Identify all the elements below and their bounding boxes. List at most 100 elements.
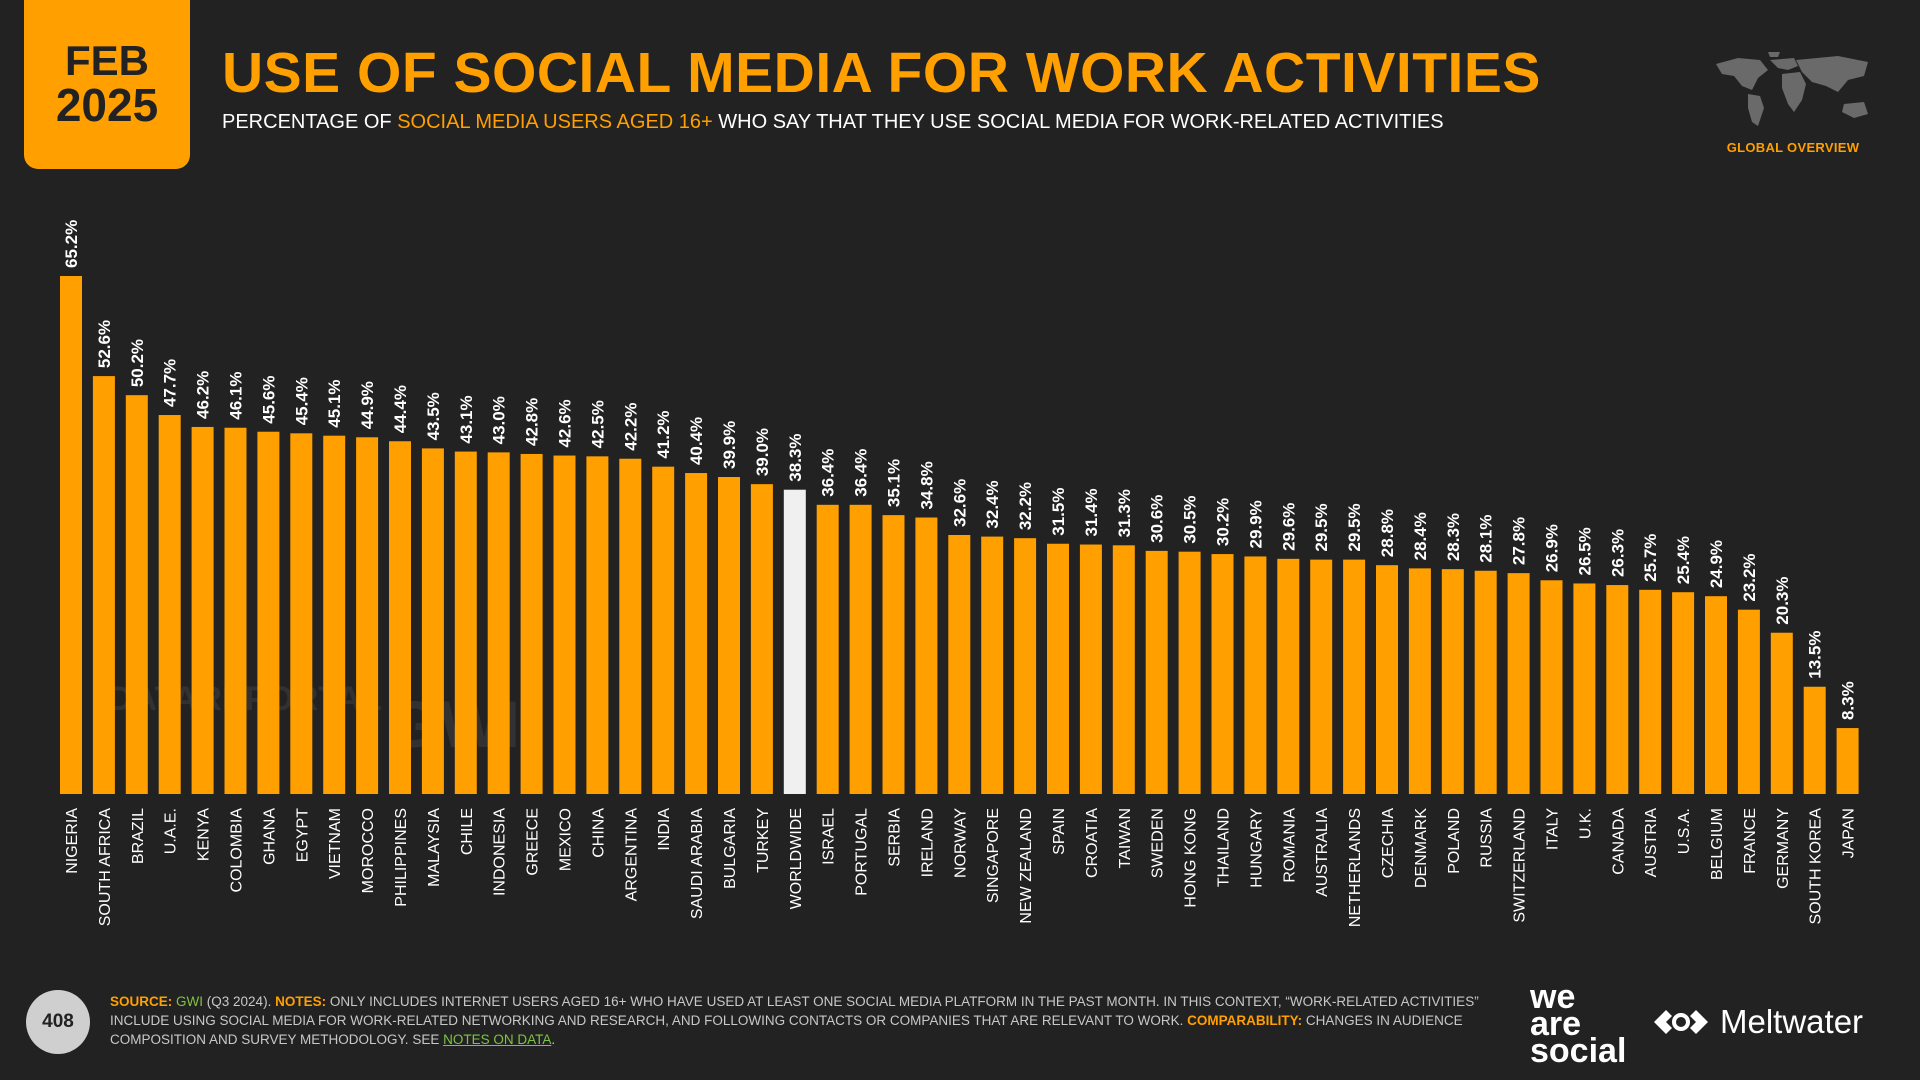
category-label: HONG KONG — [1183, 808, 1200, 908]
logo-we: we — [1530, 978, 1576, 1016]
bar-u-k- — [1573, 583, 1596, 794]
category-label: SWEDEN — [1150, 808, 1167, 878]
category-label: NORWAY — [952, 808, 969, 878]
subtitle-highlight: SOCIAL MEDIA USERS AGED 16+ — [397, 111, 713, 133]
bar-czechia — [1376, 565, 1398, 794]
badge-month: FEB — [65, 36, 149, 84]
bar-u-s-a- — [1672, 592, 1695, 794]
bar-china — [586, 456, 609, 794]
meltwater-logo: Meltwater — [1650, 1003, 1863, 1041]
bar-romania — [1277, 558, 1300, 794]
value-label: 31.5% — [1049, 488, 1068, 536]
notes-on-data-link[interactable]: NOTES ON DATA — [443, 1032, 552, 1047]
value-label: 25.4% — [1674, 536, 1693, 584]
category-label: PORTUGAL — [854, 808, 871, 896]
category-label: ITALY — [1545, 808, 1562, 850]
source-label: SOURCE: — [110, 994, 173, 1009]
category-label: RUSSIA — [1479, 808, 1496, 868]
bar-turkey — [750, 484, 773, 794]
category-label: U.A.E. — [163, 808, 180, 854]
value-label: 30.2% — [1214, 498, 1233, 546]
value-label: 43.1% — [457, 395, 476, 443]
notes-label: NOTES: — [275, 994, 327, 1009]
category-label: SAUDI ARABIA — [689, 808, 706, 919]
bar-hungary — [1244, 556, 1267, 794]
category-label: CZECHIA — [1380, 808, 1397, 879]
value-label: 27.8% — [1510, 517, 1529, 565]
category-label: PHILIPPINES — [393, 808, 410, 907]
bar-mexico — [553, 455, 576, 794]
value-label: 65.2% — [62, 220, 81, 268]
category-label: SOUTH KOREA — [1808, 808, 1825, 925]
comparability-label: COMPARABILITY: — [1187, 1013, 1303, 1028]
bar-hong-kong — [1178, 551, 1201, 794]
category-label: JAPAN — [1841, 808, 1858, 858]
category-label: NEW ZEALAND — [1018, 808, 1035, 924]
category-label: NIGERIA — [64, 808, 81, 874]
category-label: MEXICO — [558, 808, 575, 871]
bar-ireland — [915, 517, 938, 794]
value-label: 32.2% — [1016, 482, 1035, 530]
value-label: 50.2% — [128, 339, 147, 387]
value-label: 45.1% — [325, 379, 344, 427]
category-label: TURKEY — [755, 808, 772, 873]
value-label: 41.2% — [654, 410, 673, 458]
category-label: POLAND — [1446, 808, 1463, 874]
category-label: U.K. — [1577, 808, 1594, 839]
page-subtitle: PERCENTAGE OF SOCIAL MEDIA USERS AGED 16… — [222, 111, 1444, 134]
value-label: 35.1% — [885, 459, 904, 507]
category-label: INDIA — [656, 808, 673, 851]
value-label: 40.4% — [687, 417, 706, 465]
category-label: GERMANY — [1775, 808, 1792, 889]
value-label: 29.5% — [1312, 503, 1331, 551]
value-label: 36.4% — [852, 449, 871, 497]
value-label: 42.5% — [588, 400, 607, 448]
bar-canada — [1606, 585, 1629, 794]
value-label: 38.3% — [786, 434, 805, 482]
value-label: 28.8% — [1378, 509, 1397, 557]
bar-vietnam — [323, 435, 346, 794]
bar-spain — [1047, 543, 1069, 794]
value-label: 31.3% — [1115, 489, 1134, 537]
bar-singapore — [981, 536, 1004, 794]
bar-norway — [948, 535, 971, 794]
bar-malaysia — [421, 448, 444, 794]
logo-social: social — [1530, 1032, 1627, 1070]
category-label: AUSTRALIA — [1314, 808, 1331, 897]
category-label: KENYA — [196, 808, 213, 861]
badge-year: 2025 — [55, 79, 159, 132]
value-label: 39.9% — [720, 421, 739, 469]
category-label: WORLDWIDE — [788, 808, 805, 909]
category-label: ROMANIA — [1281, 808, 1298, 883]
bar-croatia — [1079, 544, 1102, 794]
value-label: 13.5% — [1806, 631, 1825, 679]
page-number: 408 — [26, 990, 90, 1054]
category-label: CHINA — [590, 808, 607, 858]
value-label: 8.3% — [1839, 681, 1858, 720]
category-label: HUNGARY — [1248, 808, 1265, 888]
bar-netherlands — [1343, 559, 1366, 794]
value-label: 29.9% — [1246, 500, 1265, 548]
value-label: 45.4% — [292, 377, 311, 425]
bar-denmark — [1408, 568, 1431, 794]
value-label: 43.0% — [490, 396, 509, 444]
category-label: U.S.A. — [1676, 808, 1693, 854]
category-label: CROATIA — [1084, 808, 1101, 878]
category-label: FRANCE — [1742, 808, 1759, 874]
category-label: NETHERLANDS — [1347, 808, 1364, 927]
category-label: AUSTRIA — [1643, 808, 1660, 878]
we-are-social-logo: we are social — [1530, 978, 1640, 1070]
category-label: COLOMBIA — [229, 808, 246, 893]
category-label: VIETNAM — [327, 808, 344, 879]
bar-chart: 65.2% NIGERIA 52.6% SOUTH AFRICA 50.2% BRAZIL… — [60, 220, 1859, 927]
category-label: ISRAEL — [821, 808, 838, 865]
category-label: DENMARK — [1413, 808, 1430, 888]
bar-russia — [1474, 570, 1497, 794]
footer-source-note: SOURCE: GWI (Q3 2024). NOTES: ONLY INCLU… — [110, 992, 1500, 1049]
page-title: USE OF SOCIAL MEDIA FOR WORK ACTIVITIES — [222, 41, 1541, 105]
category-label: SPAIN — [1051, 808, 1068, 855]
value-label: 32.4% — [983, 480, 1002, 528]
bar-new-zealand — [1014, 538, 1037, 794]
value-label: 26.9% — [1543, 524, 1562, 572]
source-period: (Q3 2024). — [203, 994, 276, 1009]
